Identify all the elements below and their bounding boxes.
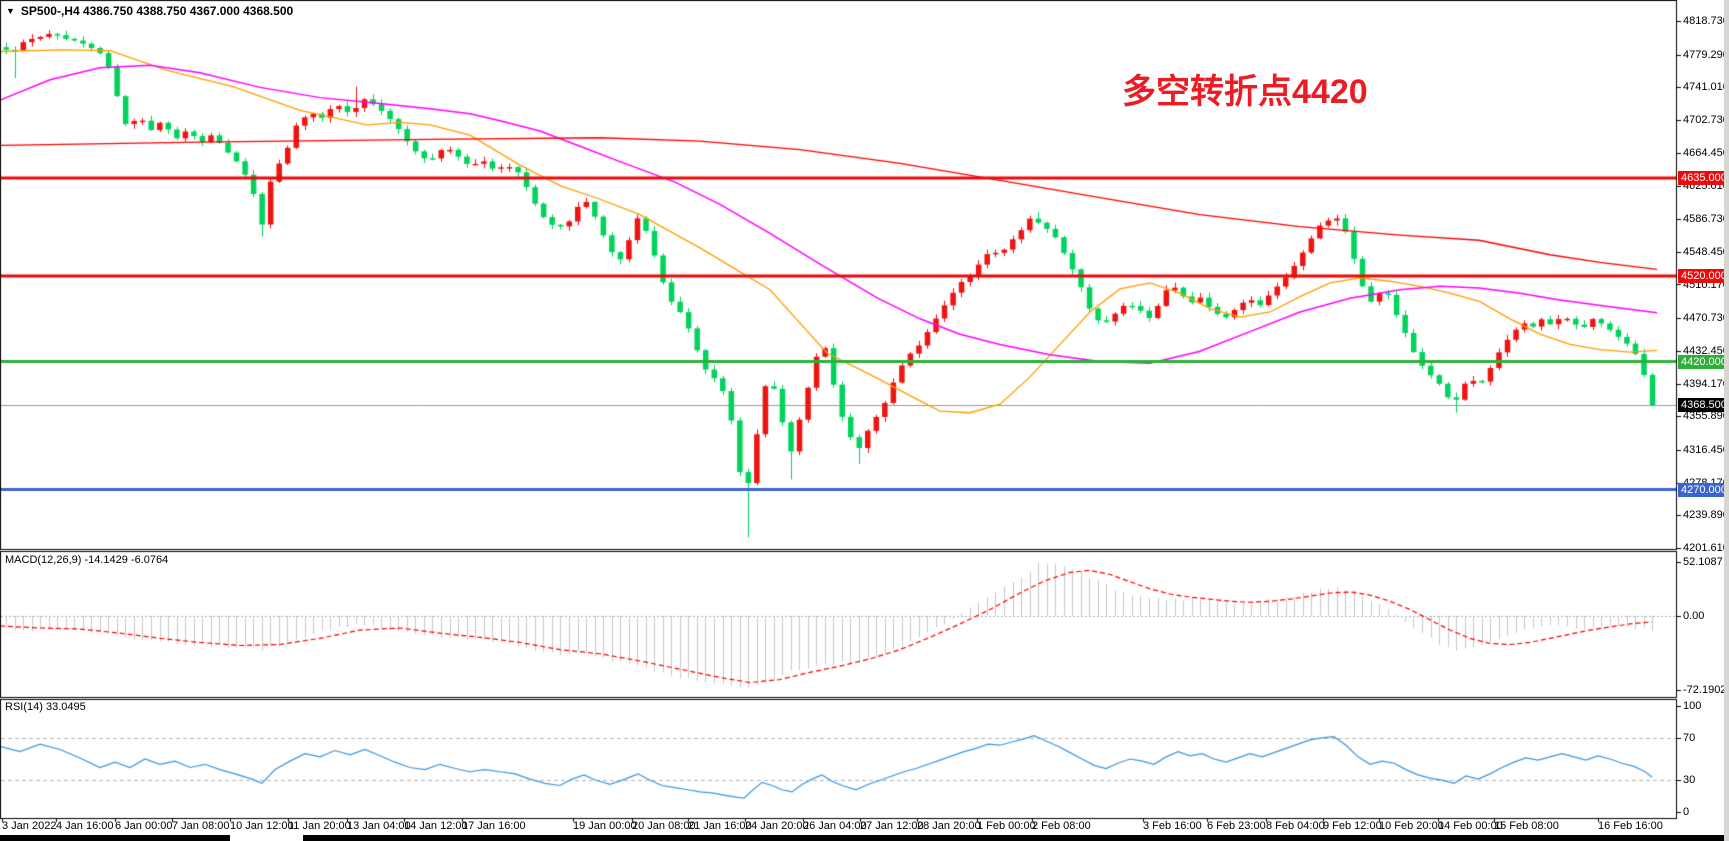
date-label: 14 Jan 12:00: [404, 820, 468, 832]
date-label: 10 Jan 12:00: [230, 820, 294, 832]
bottom-scrollbar[interactable]: [0, 835, 1724, 841]
price-tick-label: 4394.170: [1683, 377, 1729, 390]
rsi-tick-label: 30: [1683, 774, 1696, 787]
date-label: 2 Feb 08:00: [1032, 820, 1091, 832]
date-label: 15 Feb 08:00: [1494, 820, 1559, 832]
rsi-tick-label: 70: [1683, 731, 1696, 744]
price-level-badge: 4520.000: [1678, 269, 1727, 284]
date-label: 11 Jan 20:00: [288, 820, 351, 832]
date-label: 16 Feb 16:00: [1598, 820, 1663, 832]
date-label: 19 Jan 00:00: [573, 820, 637, 832]
date-label: 8 Feb 04:00: [1266, 820, 1325, 832]
date-label: 14 Feb 00:00: [1438, 820, 1503, 832]
price-tick-label: 4741.010: [1683, 81, 1729, 94]
price-level-badge: 4270.000: [1678, 482, 1727, 497]
symbol-dropdown-icon[interactable]: ▼: [6, 6, 15, 16]
date-label: 6 Jan 00:00: [115, 820, 173, 832]
price-level-badge: 4420.000: [1678, 354, 1727, 369]
date-label: 1 Feb 00:00: [977, 820, 1036, 832]
price-tick-label: 4702.730: [1683, 114, 1729, 127]
date-label: 6 Feb 23:00: [1207, 820, 1266, 832]
macd-label: MACD(12,26,9) -14.1429 -6.0764: [5, 554, 169, 566]
macd-tick-label: 52.1087: [1683, 556, 1723, 568]
scrollbar-thumb[interactable]: [230, 835, 303, 841]
price-tick-label: 4664.450: [1683, 146, 1729, 159]
date-label: 3 Jan 2022: [2, 820, 57, 832]
macd-tick-label: 0.00: [1683, 609, 1705, 622]
date-label: 20 Jan 08:00: [632, 820, 696, 832]
price-tick-label: 4239.890: [1683, 509, 1729, 522]
price-tick-label: 4548.450: [1683, 245, 1729, 258]
date-label: 24 Jan 20:00: [745, 820, 809, 832]
current-price-badge: 4368.500: [1678, 398, 1727, 413]
right-edge-strip: [1724, 0, 1729, 841]
date-label: 27 Jan 12:00: [860, 820, 924, 832]
date-label: 7 Jan 08:00: [172, 820, 230, 832]
chart-title: ▼ SP500-,H4 4386.750 4388.750 4367.000 43…: [6, 4, 293, 18]
rsi-tick-label: 0: [1683, 806, 1690, 818]
price-tick-label: 4432.450: [1683, 344, 1729, 357]
price-tick-label: 4316.450: [1683, 443, 1729, 456]
price-tick-label: 4586.730: [1683, 213, 1729, 226]
date-label: 4 Jan 16:00: [56, 820, 114, 832]
date-label: 9 Feb 12:00: [1323, 820, 1382, 832]
rsi-tick-label: 100: [1683, 700, 1702, 712]
price-tick-label: 4779.290: [1683, 48, 1729, 61]
price-tick-label: 4201.610: [1683, 542, 1729, 554]
macd-tick-label: -72.1902: [1683, 684, 1727, 696]
date-label: 17 Jan 16:00: [462, 820, 526, 832]
date-label: 10 Feb 20:00: [1379, 820, 1444, 832]
price-tick-label: 4470.730: [1683, 312, 1729, 325]
price-tick-label: 4818.730: [1683, 15, 1729, 27]
date-label: 26 Jan 04:00: [803, 820, 867, 832]
price-level-badge: 4635.000: [1678, 170, 1727, 185]
price-tick-label: 4355.890: [1683, 410, 1729, 423]
date-label: 13 Jan 04:00: [347, 820, 411, 832]
annotation-text: 多空转折点4420: [1122, 73, 1368, 111]
date-label: 28 Jan 20:00: [917, 820, 981, 832]
date-label: 3 Feb 16:00: [1143, 820, 1202, 832]
rsi-label: RSI(14) 33.0495: [5, 701, 86, 713]
symbol-ohlc-text: SP500-,H4 4386.750 4388.750 4367.000 436…: [20, 4, 294, 18]
date-label: 21 Jan 16:00: [688, 820, 752, 832]
